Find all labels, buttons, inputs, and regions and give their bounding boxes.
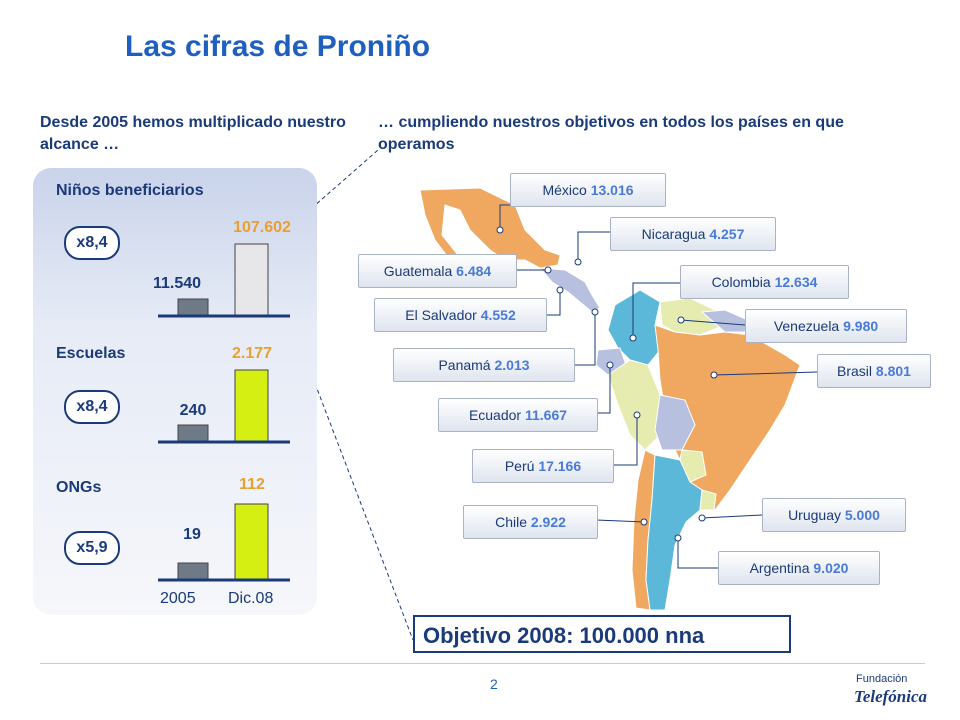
country-value: 4.552 <box>480 307 516 323</box>
country-name: Ecuador <box>468 407 522 423</box>
section-title-ninos: Niños beneficiarios <box>56 182 204 199</box>
map-argentina <box>645 454 703 611</box>
marker-colombia <box>629 334 637 342</box>
page-title: Las cifras de Proniño <box>125 30 431 63</box>
bar-label-escuelas-2008: 2.177 <box>231 345 273 362</box>
country-name: Colombia <box>711 274 771 290</box>
chart-escuelas <box>158 369 290 444</box>
footer-divider <box>40 663 925 664</box>
bar-label-escuelas-2005: 240 <box>179 402 207 419</box>
chart-ongs <box>158 503 290 582</box>
bar-escuelas-2008 <box>234 369 269 443</box>
country-name: Guatemala <box>383 263 453 279</box>
marker-brasil <box>710 371 718 379</box>
intro-left-text: Desde 2005 hemos multiplicado nuestro al… <box>40 114 346 153</box>
callout-nicaragua: Nicaragua 4.257 <box>610 217 776 251</box>
country-name: Nicaragua <box>641 226 706 242</box>
country-name: Argentina <box>749 560 810 576</box>
section-title-escuelas: Escuelas <box>56 345 126 362</box>
country-name: Brasil <box>837 363 873 379</box>
logo-graphic: Fundación Telefónica <box>854 673 928 706</box>
callout-panama: Panamá 2.013 <box>393 348 575 382</box>
year-label-dic08: Dic.08 <box>228 590 274 607</box>
country-value: 2.013 <box>494 357 530 373</box>
country-value: 17.166 <box>538 458 582 474</box>
marker-argentina <box>674 534 682 542</box>
multiplier-badge-ongs: x5,9 <box>64 531 120 565</box>
chart-ninos <box>158 243 290 318</box>
bar-label-ongs-2005: 19 <box>183 526 201 543</box>
svg-text:Telefónica: Telefónica <box>854 687 928 706</box>
callout-elsalvador: El Salvador 4.552 <box>374 298 547 332</box>
callout-argentina: Argentina 9.020 <box>718 551 880 585</box>
latin-america-map <box>419 187 800 611</box>
svg-text:Fundación: Fundación <box>856 673 907 685</box>
page-number: 2 <box>490 676 498 692</box>
map-uruguay <box>699 489 717 511</box>
bar-label-ninos-2005: 11.540 <box>152 275 202 292</box>
intro-right-text: … cumpliendo nuestros objetivos en todos… <box>378 114 844 153</box>
fundacion-telefonica-logo: Fundación Telefónica <box>848 668 948 719</box>
country-name: Uruguay <box>788 507 841 523</box>
callout-ecuador: Ecuador 11.667 <box>438 398 598 432</box>
marker-peru <box>633 411 641 419</box>
country-value: 13.016 <box>590 182 634 198</box>
bar-ongs-2008 <box>234 503 269 581</box>
marker-uruguay <box>698 514 706 522</box>
multiplier-badge-ninos: x8,4 <box>64 226 120 260</box>
callout-colombia: Colombia 12.634 <box>680 265 849 299</box>
country-value: 9.980 <box>843 318 879 334</box>
callout-venezuela: Venezuela 9.980 <box>745 309 907 343</box>
map-venezuela <box>659 297 726 336</box>
bar-ninos-2008 <box>234 243 269 317</box>
country-value: 8.801 <box>875 363 911 379</box>
callout-uruguay: Uruguay 5.000 <box>762 498 906 532</box>
country-value: 5.000 <box>844 507 880 523</box>
marker-guatemala <box>544 266 552 274</box>
country-name: Panamá <box>438 357 491 373</box>
country-value: 9.020 <box>813 560 849 576</box>
map-colombia <box>607 289 661 366</box>
year-label-2005: 2005 <box>160 590 196 607</box>
callout-chile: Chile 2.922 <box>463 505 598 539</box>
callout-brasil: Brasil 8.801 <box>817 354 931 388</box>
country-value: 6.484 <box>456 263 492 279</box>
country-value: 12.634 <box>774 274 818 290</box>
bar-label-ongs-2008: 112 <box>239 476 265 493</box>
marker-chile <box>640 518 648 526</box>
country-value: 4.257 <box>709 226 745 242</box>
country-name: Chile <box>495 514 527 530</box>
country-value: 2.922 <box>530 514 566 530</box>
country-name: Venezuela <box>773 318 840 334</box>
bar-label-ninos-2008: 107.602 <box>233 219 291 236</box>
callout-peru: Perú 17.166 <box>472 449 614 483</box>
callout-mexico: México 13.016 <box>510 173 666 207</box>
marker-panama <box>591 308 599 316</box>
marker-elsalvador <box>556 286 564 294</box>
objective-banner: Objetivo 2008: 100.000 nna <box>413 615 791 653</box>
marker-nicaragua <box>574 258 582 266</box>
country-name: Perú <box>504 458 535 474</box>
marker-ecuador <box>606 361 614 369</box>
country-name: México <box>542 182 587 198</box>
section-title-ongs: ONGs <box>56 479 102 496</box>
country-value: 11.667 <box>524 407 568 423</box>
marker-mexico <box>496 226 504 234</box>
multiplier-badge-escuelas: x8,4 <box>64 390 120 424</box>
callout-guatemala: Guatemala 6.484 <box>358 254 517 288</box>
country-name: El Salvador <box>405 307 477 323</box>
marker-venezuela <box>677 316 685 324</box>
